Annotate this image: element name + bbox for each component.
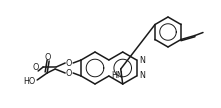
Text: O: O xyxy=(66,68,72,78)
Text: HN: HN xyxy=(111,71,123,80)
Text: O: O xyxy=(66,59,72,68)
Text: O: O xyxy=(33,64,39,72)
Text: HO: HO xyxy=(23,78,35,87)
Text: O: O xyxy=(45,52,51,61)
Text: N: N xyxy=(140,56,145,65)
Text: N: N xyxy=(140,71,145,80)
